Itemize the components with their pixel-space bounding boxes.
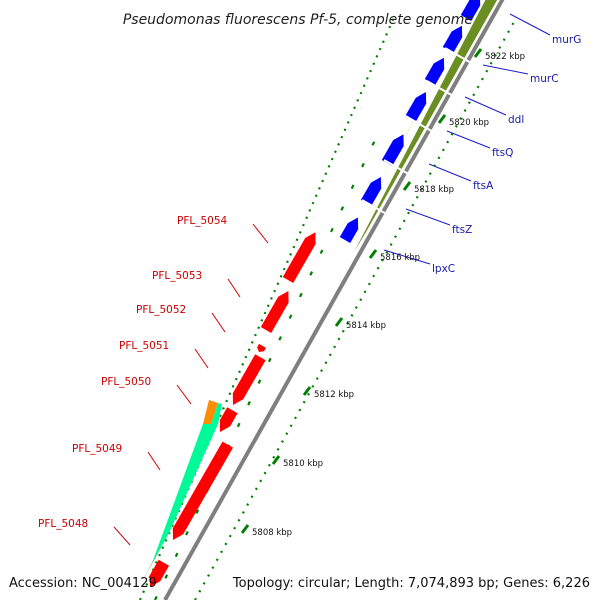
scale-tick-mark xyxy=(368,249,378,259)
plus-gene-arrow xyxy=(442,25,463,53)
accession-text: Accession: NC_004129 xyxy=(9,576,157,591)
label-leader-lines xyxy=(113,13,551,546)
minus-gene-arrow xyxy=(219,407,238,432)
gene-label-left: PFL_5050 xyxy=(101,376,151,388)
gene-label-left: PFL_5051 xyxy=(119,340,169,352)
cog-olive-ring-upper xyxy=(354,0,498,252)
gene-features xyxy=(149,0,481,587)
plus-gene-arrow xyxy=(424,57,445,85)
scale-tick-mark xyxy=(473,48,483,58)
map-title: Pseudomonas fluorescens Pf-5, complete g… xyxy=(123,12,473,28)
plus-gene-arrow xyxy=(360,177,382,206)
gene-label-right: ftsA xyxy=(473,180,494,192)
scale-tick-label: 5822 kbp xyxy=(485,52,525,62)
minus-gene-arrow xyxy=(282,232,316,283)
leader-line-right xyxy=(405,208,451,226)
backbone-line xyxy=(163,0,505,600)
leader-line-left xyxy=(211,312,226,333)
backbone-gap xyxy=(157,0,497,600)
minus-gene-arrow xyxy=(260,291,289,333)
leader-line-left xyxy=(176,384,192,405)
leader-line-left xyxy=(227,278,241,298)
cog-ring xyxy=(140,0,498,585)
gene-label-left: PFL_5053 xyxy=(152,270,202,282)
cog-orange-ring xyxy=(203,400,218,424)
gene-label-right: murC xyxy=(530,73,559,85)
scale-tick-label: 5818 kbp xyxy=(414,185,454,195)
plus-gene-arrow xyxy=(381,134,404,166)
scale-tick-mark xyxy=(334,317,344,327)
gene-label-right: lpxC xyxy=(432,263,455,275)
scale-tick-label: 5812 kbp xyxy=(314,390,354,400)
gene-label-right: ddl xyxy=(508,114,524,126)
genome-backbone xyxy=(157,0,505,600)
scale-tick-mark xyxy=(271,455,281,465)
leader-line-left xyxy=(147,451,161,471)
segment-gap xyxy=(444,47,474,65)
minus-gene-arrow xyxy=(257,343,266,352)
plus-gene-arrow xyxy=(460,0,481,21)
scale-tick-mark xyxy=(302,386,312,396)
cog-green-ring-small xyxy=(211,403,222,424)
gene-label-left: PFL_5054 xyxy=(177,215,228,227)
segment-gap xyxy=(383,159,413,177)
scale-tick-mark xyxy=(437,114,447,124)
gene-label-right: ftsQ xyxy=(492,147,513,159)
plus-gene-arrow xyxy=(339,217,359,243)
segment-gap xyxy=(426,80,456,98)
leader-line-right xyxy=(482,64,529,75)
segment-gap xyxy=(361,199,391,217)
minus-gene-arrow xyxy=(172,441,233,540)
gene-label-left: PFL_5049 xyxy=(72,443,122,455)
minus-gene-arrow xyxy=(232,354,266,405)
scale-tick-label: 5816 kbp xyxy=(380,253,420,263)
topology-text: Topology: circular; Length: 7,074,893 bp… xyxy=(232,576,590,591)
cog-green-ring xyxy=(152,424,218,563)
labels: 5808 kbp 5810 kbp 5812 kbp 5814 kbp 5816 kbp… xyxy=(38,34,581,538)
cog-olive-ring-lower xyxy=(140,533,169,585)
leader-line-right xyxy=(428,163,472,182)
gene-label-right: ftsZ xyxy=(452,224,472,236)
leader-line-right xyxy=(446,130,491,149)
leader-line-left xyxy=(113,526,131,546)
gene-label-left: PFL_5048 xyxy=(38,518,88,530)
minus-gene-arrow xyxy=(149,559,170,587)
leader-line-right xyxy=(383,249,431,265)
plus-gene-arrow xyxy=(405,92,427,121)
scale-tick-label: 5820 kbp xyxy=(449,118,489,128)
scale-tick-mark xyxy=(402,181,412,191)
segment-gap xyxy=(406,116,436,134)
scale-tick-label: 5808 kbp xyxy=(252,528,292,538)
leader-line-left xyxy=(194,348,209,369)
leader-line-right xyxy=(509,13,551,36)
gene-label-left: PFL_5052 xyxy=(136,304,186,316)
scale-tick-mark xyxy=(240,524,250,534)
gene-label-right: murG xyxy=(552,34,581,46)
leader-line-right xyxy=(464,96,507,116)
leader-line-left xyxy=(252,223,269,244)
scale-tick-label: 5814 kbp xyxy=(346,321,386,331)
scale-tick-label: 5810 kbp xyxy=(283,459,323,469)
